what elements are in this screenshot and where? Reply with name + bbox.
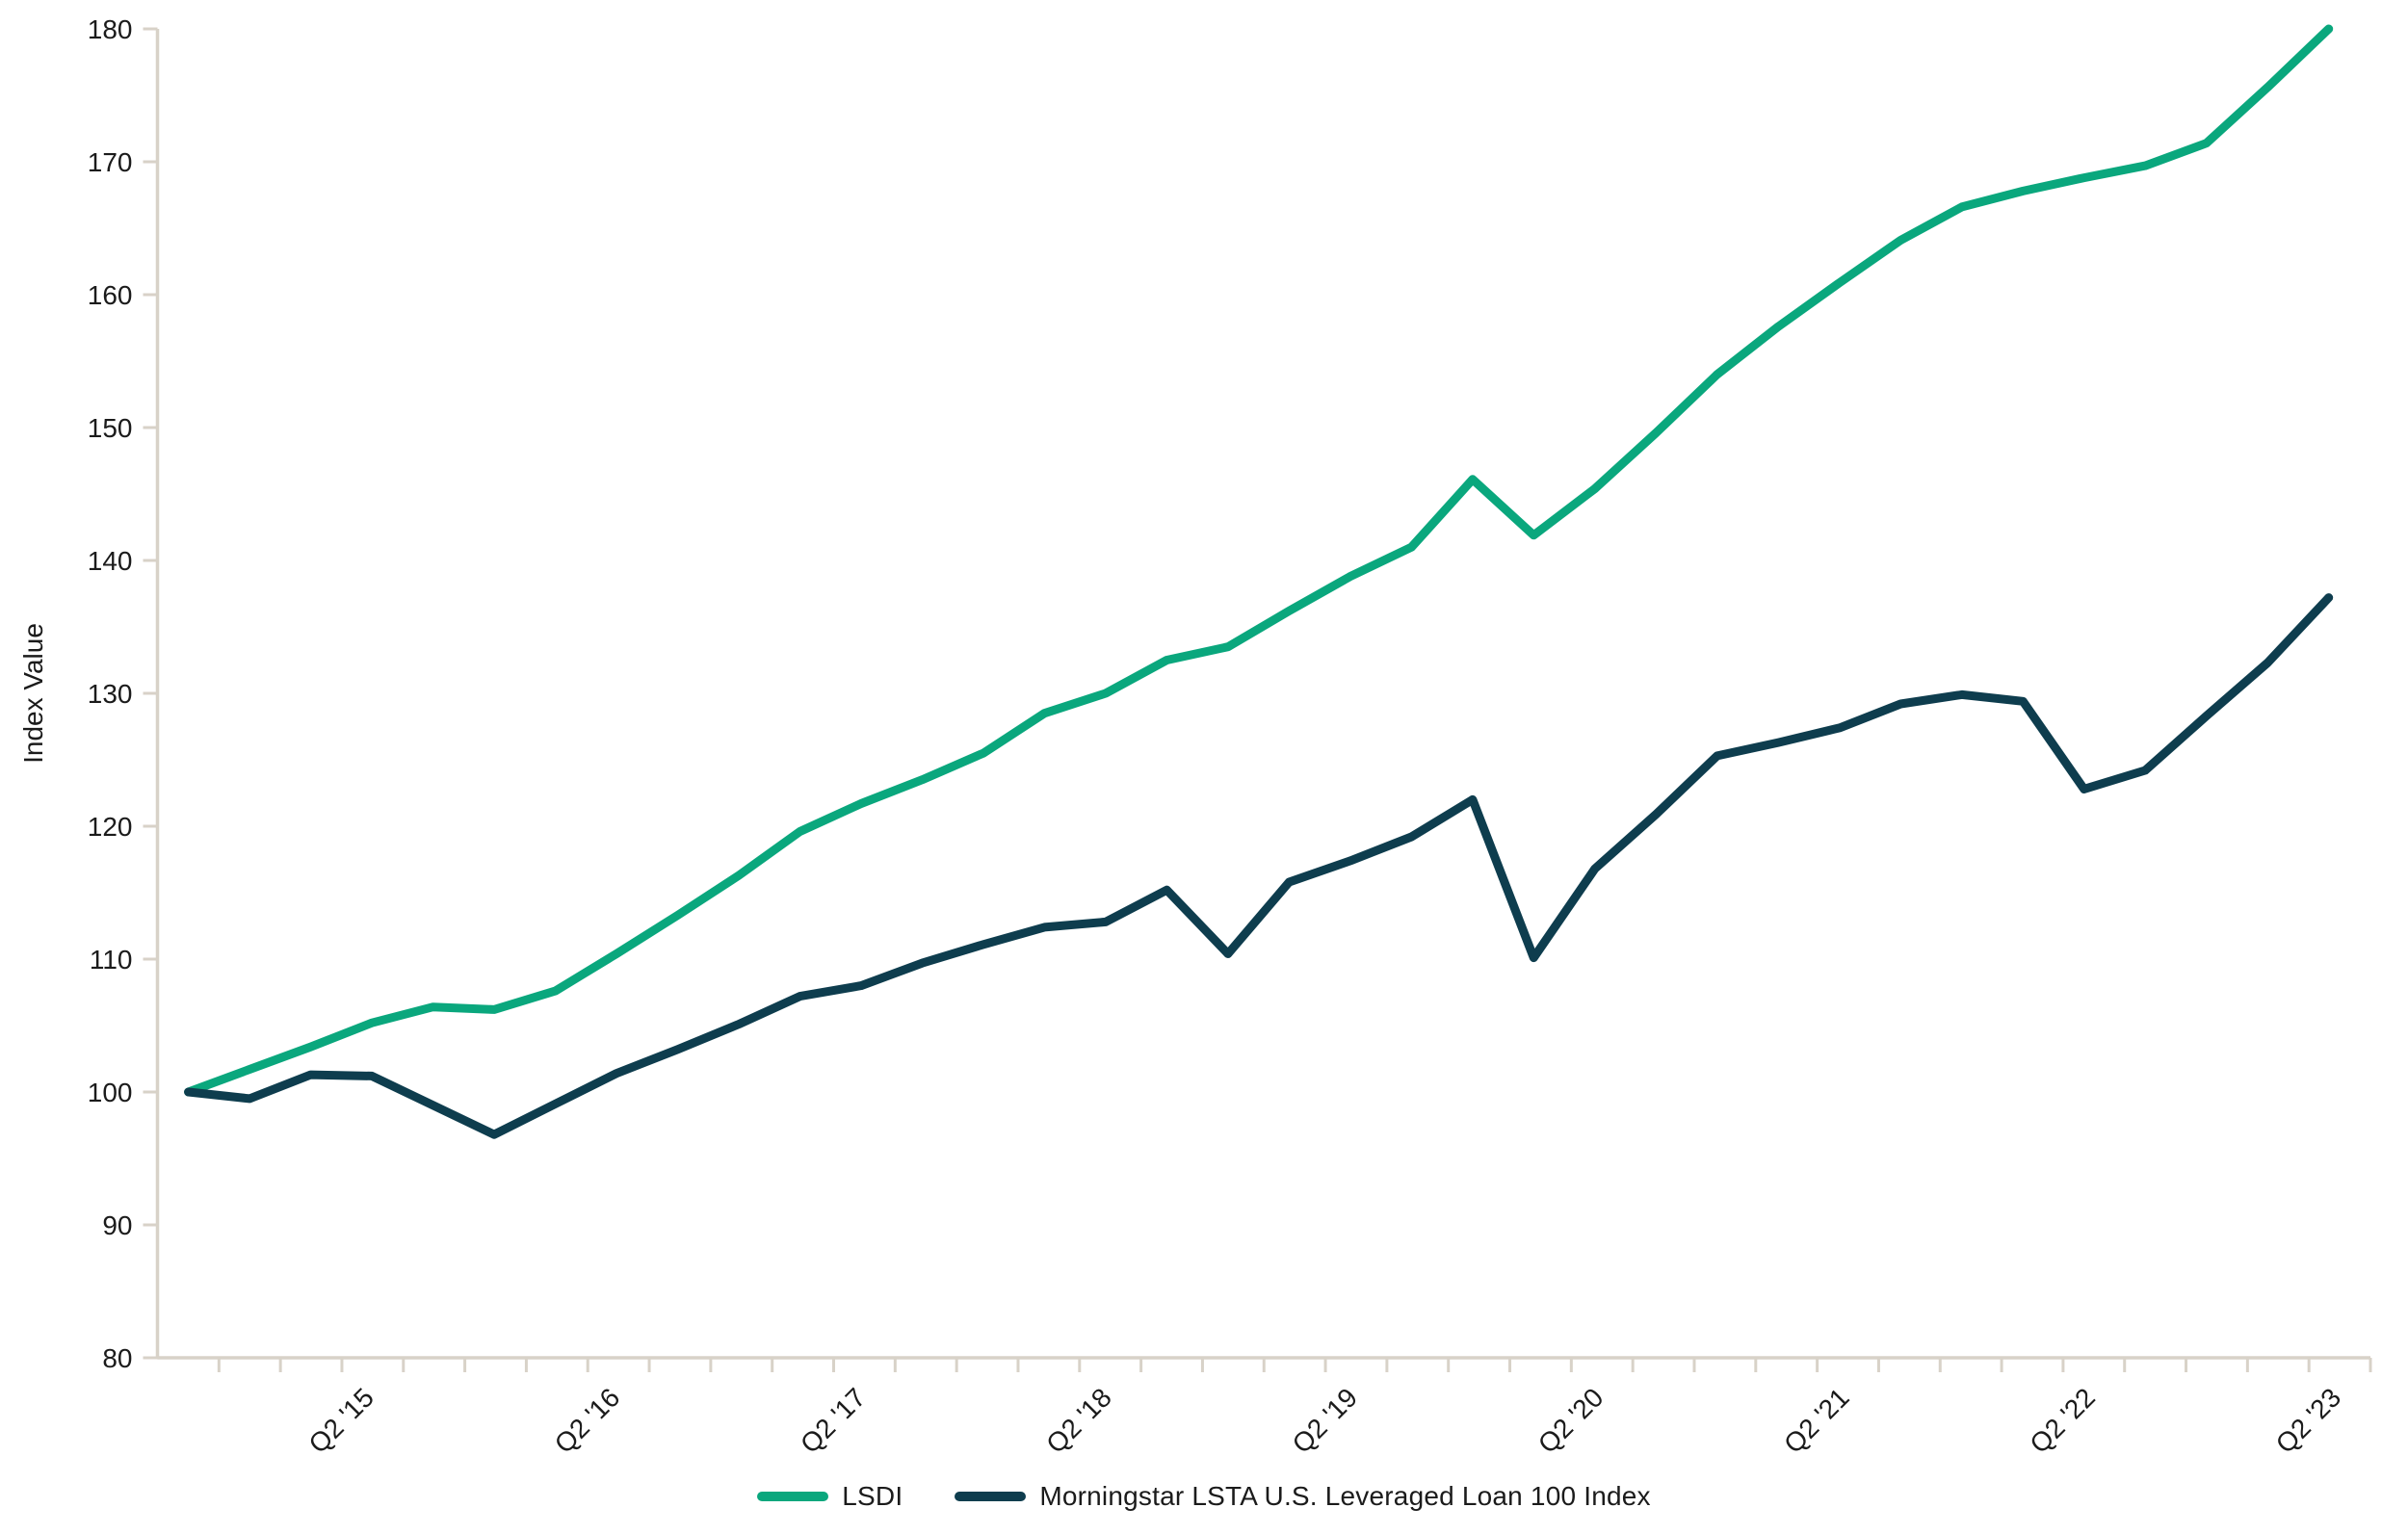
x-tick-label: Q2 '22 <box>2024 1382 2101 1459</box>
axes <box>143 27 2372 1372</box>
y-axis-tick-labels: 80 90 100 110 120 130 140 150 160 170 180 <box>88 14 133 1373</box>
x-tick-label: Q2 '16 <box>549 1382 626 1459</box>
y-axis-title: Index Value <box>18 623 48 764</box>
y-tick-label: 150 <box>88 413 133 443</box>
y-tick-label: 160 <box>88 280 133 310</box>
y-tick-label: 80 <box>102 1343 132 1373</box>
lsdi-line-swatch-icon <box>757 1492 829 1501</box>
legend-item-lsta: Morningstar LSTA U.S. Leveraged Loan 100… <box>955 1481 1651 1512</box>
y-tick-label: 100 <box>88 1078 133 1107</box>
y-tick-label: 130 <box>88 679 133 709</box>
legend-item-lsdi: LSDI <box>757 1481 903 1512</box>
y-tick-label: 140 <box>88 546 133 576</box>
series-lines <box>184 24 2334 1139</box>
x-tick-label: Q2 '17 <box>795 1382 872 1459</box>
series-line-lsdi <box>184 24 2334 1097</box>
chart-legend: LSDI Morningstar LSTA U.S. Leveraged Loa… <box>0 1475 2408 1518</box>
legend-label-lsta: Morningstar LSTA U.S. Leveraged Loan 100… <box>1039 1481 1651 1511</box>
y-tick-label: 180 <box>88 14 133 44</box>
series-line-lsta <box>184 593 2334 1139</box>
x-tick-label: Q2 '19 <box>1287 1382 1364 1459</box>
y-tick-label: 90 <box>102 1210 132 1240</box>
x-axis-tick-labels: Q2 '15 Q2 '16 Q2 '17 Q2 '18 Q2 '19 Q2 '20 Q2 '… <box>302 1382 2346 1459</box>
lsta-line-swatch-icon <box>955 1492 1027 1501</box>
x-tick-label: Q2 '20 <box>1532 1382 1610 1459</box>
y-tick-label: 120 <box>88 812 133 842</box>
x-tick-label: Q2 '15 <box>302 1382 380 1459</box>
x-tick-label: Q2 '23 <box>2270 1382 2347 1459</box>
legend-label-lsdi: LSDI <box>842 1481 903 1511</box>
x-tick-label: Q2 '21 <box>1778 1382 1855 1459</box>
y-tick-label: 110 <box>90 945 133 975</box>
x-tick-label: Q2 '18 <box>1040 1382 1117 1459</box>
y-tick-label: 170 <box>88 147 133 177</box>
